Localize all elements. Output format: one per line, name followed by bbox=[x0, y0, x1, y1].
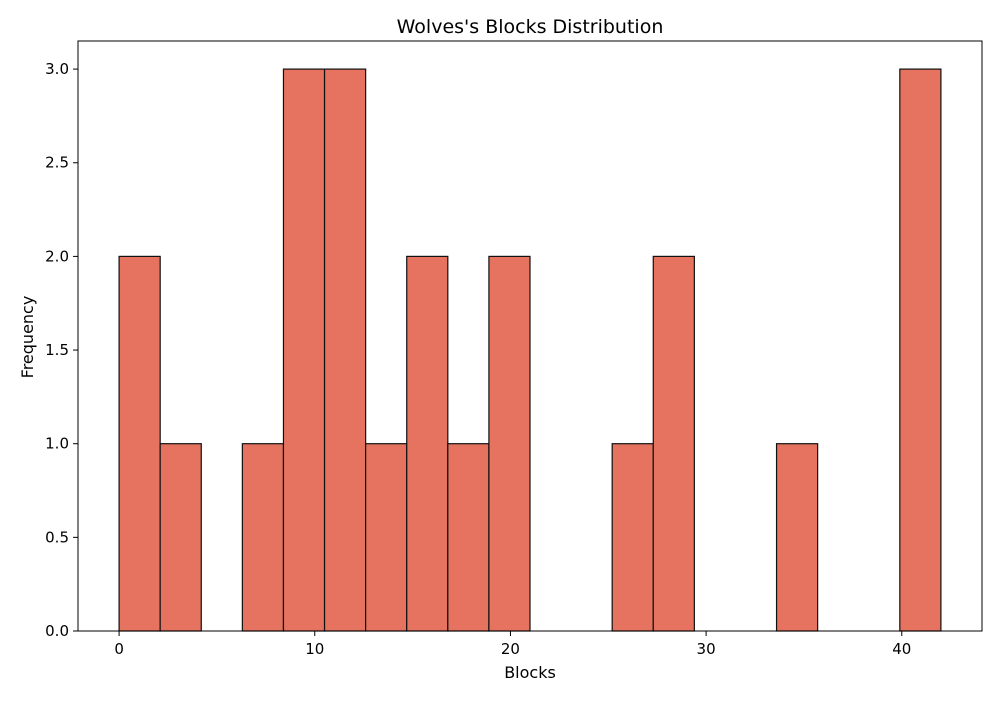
histogram-bar bbox=[611, 443, 654, 632]
y-axis: 0.0 0.5 1.0 1.5 2.0 2.5 3.0 bbox=[45, 60, 78, 640]
y-tick-label: 2.0 bbox=[45, 247, 69, 265]
y-tick-label: 3.0 bbox=[45, 60, 69, 78]
x-axis-label: Blocks bbox=[504, 663, 556, 682]
y-tick-label: 2.5 bbox=[45, 154, 69, 172]
x-tick-label: 0 bbox=[114, 640, 124, 658]
x-tick-label: 40 bbox=[892, 640, 911, 658]
histogram-bar bbox=[365, 443, 408, 632]
histogram-bar bbox=[775, 443, 819, 632]
histogram-bar bbox=[241, 443, 285, 632]
y-tick-label: 0.5 bbox=[45, 528, 69, 546]
y-tick-label: 1.5 bbox=[45, 341, 69, 359]
histogram-bar bbox=[282, 68, 326, 632]
histogram-bar bbox=[447, 443, 490, 632]
plot-frame bbox=[77, 40, 983, 632]
histogram-bar bbox=[159, 443, 202, 632]
x-axis: 0 10 20 30 40 bbox=[114, 631, 911, 658]
bars-layer bbox=[118, 68, 942, 632]
x-tick-label: 10 bbox=[305, 640, 324, 658]
histogram-bar bbox=[652, 255, 695, 632]
y-tick-label: 1.0 bbox=[45, 435, 69, 453]
y-tick-label: 0.0 bbox=[45, 622, 69, 640]
histogram-bar bbox=[118, 255, 161, 632]
chart-title: Wolves's Blocks Distribution bbox=[397, 16, 664, 38]
histogram-bar bbox=[488, 255, 531, 632]
histogram-bar bbox=[406, 255, 449, 632]
y-axis-label: Frequency bbox=[18, 296, 37, 379]
x-tick-label: 20 bbox=[501, 640, 520, 658]
histogram-bar bbox=[899, 68, 942, 632]
histogram-bar bbox=[323, 68, 367, 632]
x-tick-label: 30 bbox=[697, 640, 716, 658]
